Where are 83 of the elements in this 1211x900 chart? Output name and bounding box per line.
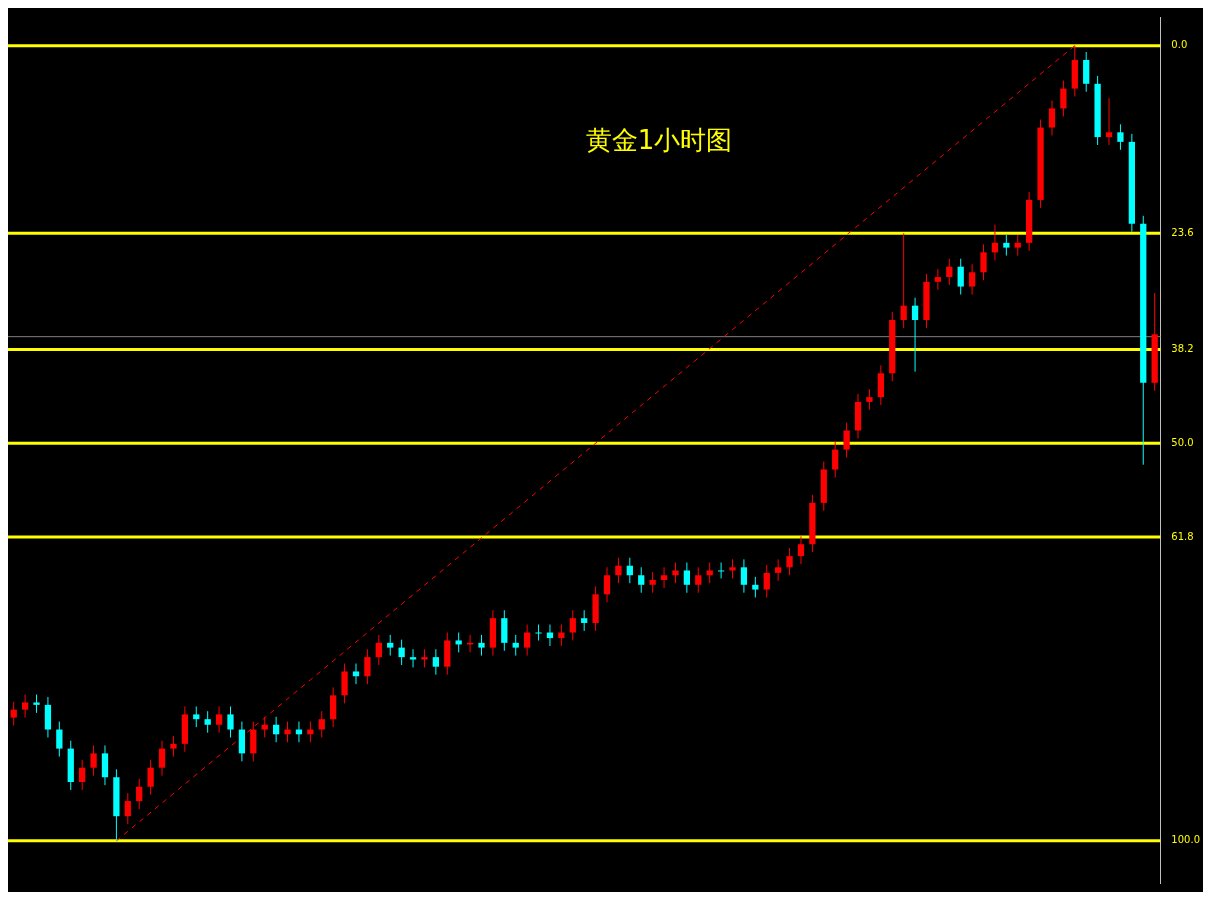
candlestick bbox=[603, 566, 611, 603]
candlestick bbox=[729, 558, 736, 579]
candlestick bbox=[56, 721, 63, 758]
y-tick-label: 100.0 bbox=[1171, 834, 1201, 846]
y-tick-label: 23.6 bbox=[1171, 226, 1194, 238]
candlestick bbox=[193, 705, 200, 728]
candlestick bbox=[717, 562, 725, 579]
candlestick bbox=[387, 634, 394, 657]
candlestick bbox=[752, 576, 759, 599]
candlestick bbox=[364, 648, 371, 685]
y-tick-label: 61.8 bbox=[1171, 530, 1194, 542]
candlestick bbox=[786, 547, 793, 576]
candlestick bbox=[1048, 100, 1056, 136]
candlestick bbox=[934, 268, 942, 291]
candlestick bbox=[695, 566, 702, 594]
candlestick bbox=[626, 557, 633, 584]
candlestick bbox=[946, 258, 953, 286]
candlestick bbox=[79, 759, 86, 791]
candlestick bbox=[1003, 234, 1010, 257]
candlestick bbox=[706, 562, 713, 584]
candlestick bbox=[341, 663, 348, 704]
candlestick bbox=[136, 778, 143, 810]
candlestick bbox=[124, 792, 131, 825]
candlestick bbox=[1060, 80, 1067, 117]
candlestick bbox=[250, 721, 257, 762]
candlestick bbox=[683, 562, 691, 594]
candlestick bbox=[1105, 97, 1113, 146]
candlestick bbox=[158, 740, 166, 777]
candlestick bbox=[877, 364, 884, 406]
candlestick bbox=[832, 441, 839, 478]
candlestick bbox=[204, 710, 211, 734]
candlestick bbox=[649, 571, 656, 594]
candlestick bbox=[21, 694, 29, 719]
candlestick bbox=[866, 388, 873, 411]
candlestick bbox=[10, 701, 17, 727]
candlestick bbox=[261, 716, 268, 738]
candlestick bbox=[352, 663, 360, 685]
candlestick bbox=[215, 705, 223, 734]
candlestick bbox=[318, 710, 325, 738]
candlestick bbox=[330, 686, 337, 728]
candlestick bbox=[170, 735, 177, 758]
candlestick bbox=[524, 624, 531, 657]
y-tick-label: 0.0 bbox=[1171, 39, 1188, 51]
candlestick bbox=[455, 632, 462, 653]
candlestick bbox=[284, 721, 291, 743]
candlestick bbox=[980, 243, 987, 281]
candlestick bbox=[581, 609, 588, 632]
candlestick bbox=[843, 422, 850, 459]
candlestick bbox=[33, 694, 40, 714]
candlestick bbox=[638, 566, 645, 594]
candlestick bbox=[763, 564, 770, 599]
candlestick bbox=[227, 705, 234, 738]
candlestick bbox=[1014, 234, 1021, 257]
candlestick bbox=[957, 258, 964, 296]
candlestick bbox=[421, 648, 428, 668]
candlestick bbox=[900, 232, 907, 329]
candlestick bbox=[1117, 123, 1124, 151]
candlestick bbox=[775, 558, 782, 582]
candlestick bbox=[478, 634, 485, 657]
candlestick bbox=[432, 648, 439, 676]
candlestick bbox=[911, 297, 919, 373]
candlestick bbox=[1083, 51, 1090, 93]
y-tick-label: 50.0 bbox=[1171, 436, 1194, 448]
candlestick bbox=[740, 558, 748, 594]
candlestick bbox=[569, 609, 576, 641]
candlestick bbox=[375, 634, 382, 666]
text: 黄金1小时图 bbox=[585, 124, 733, 155]
candlestick bbox=[147, 759, 154, 796]
candlestick bbox=[968, 263, 976, 296]
y-tick-label: 38.2 bbox=[1171, 343, 1194, 354]
candlestick bbox=[660, 566, 668, 589]
candlestick bbox=[398, 639, 405, 666]
candlestick bbox=[615, 557, 622, 584]
candlestick bbox=[272, 716, 280, 743]
candlestick bbox=[991, 224, 999, 261]
candlestick bbox=[797, 535, 805, 565]
candlestick bbox=[512, 634, 519, 657]
candlestick bbox=[101, 744, 109, 786]
candlestick bbox=[558, 624, 565, 647]
candlestick bbox=[672, 562, 679, 584]
candlestick bbox=[409, 648, 417, 668]
candlestick bbox=[238, 721, 246, 762]
candlestick bbox=[90, 744, 97, 777]
